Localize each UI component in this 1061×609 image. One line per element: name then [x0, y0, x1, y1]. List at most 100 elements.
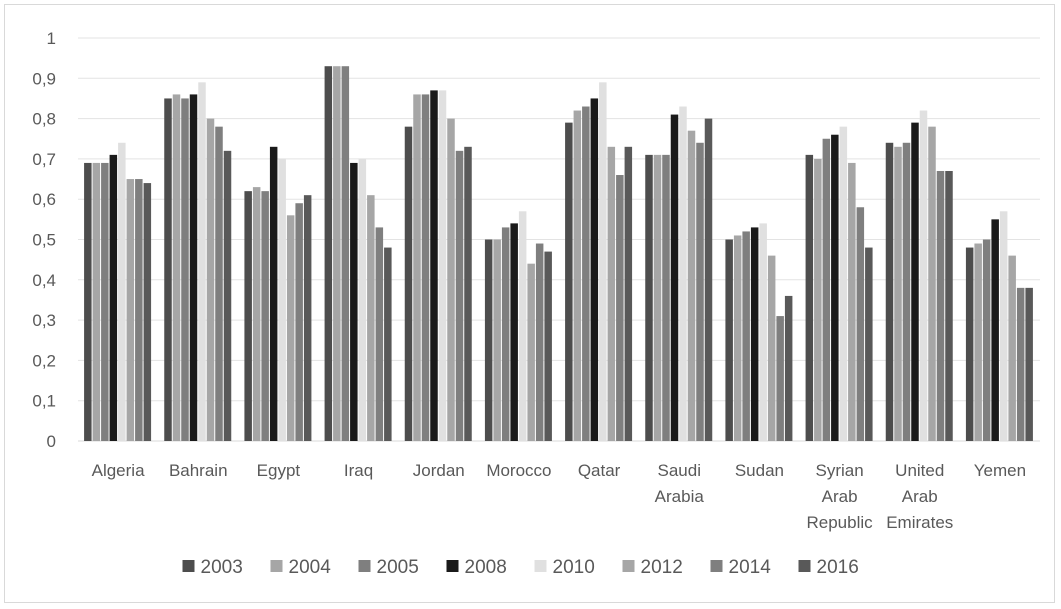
bar-2016 [704, 118, 713, 441]
bar-2010 [118, 142, 126, 441]
bar-2004 [653, 154, 662, 441]
bar-2008 [109, 154, 118, 441]
bar-2010 [759, 223, 767, 441]
bar-2004 [493, 239, 501, 441]
bar-2010 [919, 110, 928, 441]
x-category-label: Morocco [486, 461, 551, 480]
bar-2012 [206, 118, 215, 441]
bar-2003 [164, 98, 172, 441]
bar-2012 [767, 255, 776, 441]
bars [84, 66, 1033, 442]
bar-2003 [565, 122, 573, 441]
legend-swatch-2016 [798, 560, 811, 572]
legend-swatch-2012 [622, 560, 635, 572]
bar-2010 [679, 106, 687, 441]
bar-2008 [911, 122, 919, 441]
legend-label-2010: 2010 [553, 557, 595, 578]
y-tick-label: 0 [47, 432, 56, 451]
x-category-label: Iraq [344, 461, 373, 480]
bar-2016 [544, 251, 552, 441]
bar-2014 [375, 227, 384, 441]
bar-2016 [223, 150, 232, 441]
legend-label-2003: 2003 [201, 557, 243, 578]
bar-2012 [607, 146, 616, 441]
bar-2005 [902, 142, 911, 441]
bar-2014 [135, 179, 143, 442]
bar-2014 [535, 243, 544, 441]
bar-2010 [518, 211, 527, 441]
bar-2010 [278, 158, 286, 441]
bar-2005 [501, 227, 510, 441]
bar-2004 [573, 110, 582, 441]
bar-2004 [814, 158, 822, 441]
bar-2004 [733, 235, 742, 441]
bar-2004 [92, 162, 101, 441]
y-tick-label: 0,5 [32, 231, 56, 250]
x-category-label: Syrian Arab Republic [807, 461, 874, 532]
bar-2010 [438, 90, 447, 441]
bar-2014 [455, 150, 464, 441]
legend-swatch-2008 [446, 560, 459, 572]
x-category-label: United Arab Emirates [886, 461, 953, 532]
bar-2003 [84, 162, 92, 441]
legend-label-2005: 2005 [377, 557, 419, 578]
bar-2016 [384, 247, 392, 441]
bar-2016 [784, 295, 793, 441]
bar-2008 [590, 98, 599, 441]
bar-2005 [822, 138, 831, 441]
bar-2005 [582, 106, 590, 441]
y-tick-label: 0,3 [32, 311, 56, 330]
bar-2004 [974, 243, 982, 441]
x-category-label: Jordan [413, 461, 465, 480]
bar-2004 [894, 146, 902, 441]
bar-2003 [324, 66, 333, 442]
bar-2008 [269, 146, 278, 441]
bar-2016 [624, 146, 633, 441]
bar-2008 [991, 219, 999, 441]
x-category-label: Bahrain [169, 461, 228, 480]
bar-2004 [413, 94, 421, 442]
x-category-label: Qatar [578, 461, 621, 480]
bar-2005 [742, 231, 750, 441]
x-category-label: Algeria [92, 461, 145, 480]
bar-2005 [982, 239, 991, 441]
y-tick-label: 0,9 [32, 69, 56, 88]
bar-2010 [999, 211, 1008, 441]
x-category-label: Sudan [735, 461, 784, 480]
bar-2003 [645, 154, 653, 441]
bar-2012 [928, 126, 936, 441]
y-tick-label: 0,8 [32, 110, 56, 129]
bar-2014 [1016, 287, 1025, 441]
legend-swatch-2010 [534, 560, 547, 572]
bar-2016 [865, 247, 873, 441]
bar-2003 [805, 154, 814, 441]
gridlines [78, 37, 1040, 442]
legend-swatch-2004 [270, 560, 283, 572]
legend: 2003 2004 2005 2008 2010 2012 2014 2016 [182, 557, 859, 578]
bar-2004 [172, 94, 181, 442]
bar-2016 [143, 183, 152, 441]
y-tick-label: 0,2 [32, 351, 56, 370]
bar-2012 [367, 195, 375, 441]
y-tick-label: 0,1 [32, 392, 56, 411]
bar-2005 [261, 191, 269, 441]
bar-2010 [198, 82, 206, 441]
bar-2004 [252, 187, 261, 441]
bar-2012 [286, 215, 295, 441]
bar-2012 [848, 162, 856, 441]
bar-2003 [244, 191, 252, 441]
legend-label-2004: 2004 [289, 557, 332, 578]
bar-2012 [447, 118, 455, 441]
y-tick-label: 0,4 [32, 271, 56, 290]
bar-2014 [856, 207, 865, 441]
y-tick-label: 0,6 [32, 190, 56, 209]
legend-swatch-2005 [358, 560, 371, 572]
y-tick-label: 0,7 [32, 150, 56, 169]
bar-2003 [484, 239, 493, 441]
bar-2012 [1008, 255, 1016, 441]
bar-2008 [750, 227, 759, 441]
legend-label-2014: 2014 [729, 557, 772, 578]
bar-2003 [965, 247, 974, 441]
bar-2014 [776, 316, 784, 441]
